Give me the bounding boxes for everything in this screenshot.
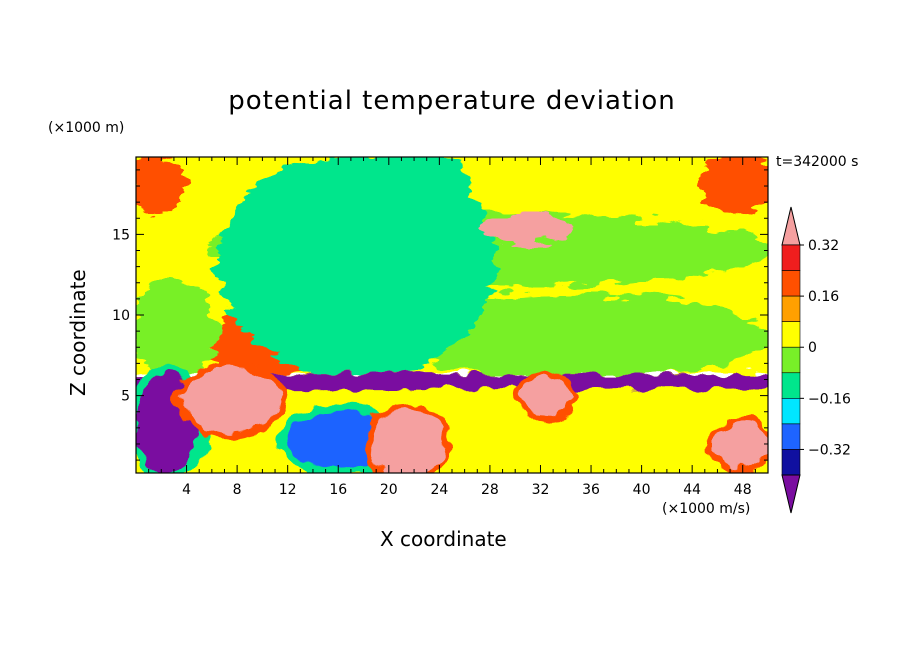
chart-title: potential temperature deviation [228, 86, 676, 116]
colorbar-tick-label: 0.16 [808, 289, 839, 305]
upper-layer [136, 157, 768, 379]
x-tick-label: 40 [633, 482, 651, 498]
x-tick-label: 12 [279, 482, 297, 498]
y-axis: 5 10 15 [112, 169, 768, 461]
upper-region-1 [698, 157, 768, 215]
colorbar-tick-label: −0.16 [808, 391, 851, 407]
colorbar-box [781, 372, 801, 399]
x-tick-label: 44 [683, 482, 701, 498]
colorbar: 0.32 0.16 0 −0.16 −0.32 [781, 206, 851, 514]
x-tick-label: 48 [734, 482, 752, 498]
colorbar-bottom-triangle [781, 474, 801, 514]
x-tick-label: 36 [582, 482, 600, 498]
lower-region-2 [186, 371, 276, 428]
colorbar-tick-label: 0.32 [808, 238, 839, 254]
colorbar-box [781, 270, 801, 297]
x-axis: 4 8 12 16 20 24 28 32 36 40 44 48 [148, 157, 756, 498]
x-tick-label: 28 [481, 482, 499, 498]
contour-field [136, 157, 768, 473]
y-tick-label: 10 [112, 308, 130, 324]
colorbar-box [781, 321, 801, 348]
x-tick-label: 4 [182, 482, 191, 498]
colorbar-box [781, 295, 801, 322]
lower-region-1 [287, 411, 389, 469]
y-axis-unit: (×1000 m) [48, 120, 125, 136]
x-tick-label: 8 [233, 482, 242, 498]
upper-region-7 [382, 157, 471, 223]
lower-layer [136, 361, 768, 473]
colorbar-tick-label: −0.32 [808, 442, 851, 458]
y-tick-label: 15 [112, 227, 130, 243]
x-tick-label: 24 [430, 482, 448, 498]
upper-region-0 [136, 157, 187, 215]
x-axis-label: X coordinate [380, 527, 507, 551]
colorbar-box [781, 423, 801, 450]
lower-top-band [136, 374, 768, 389]
time-label: t=342000 s [776, 154, 859, 170]
lower-region-4 [527, 379, 566, 412]
colorbar-box [781, 244, 801, 271]
x-tick-label: 20 [380, 482, 398, 498]
lower-region-3 [376, 411, 440, 473]
x-tick-label: 16 [329, 482, 347, 498]
lower-region-5 [717, 427, 768, 461]
x-tick-label: 32 [532, 482, 550, 498]
colorbar-tick-label: 0 [808, 340, 817, 356]
y-tick-label: 5 [121, 389, 130, 405]
colorbar-box [781, 449, 801, 476]
x-axis-unit: (×1000 m/s) [662, 501, 751, 517]
upper-region-3 [136, 278, 218, 379]
colorbar-box [781, 346, 801, 374]
colorbar-top-triangle [781, 206, 801, 246]
colorbar-box [781, 398, 801, 425]
upper-region-8 [483, 214, 572, 247]
